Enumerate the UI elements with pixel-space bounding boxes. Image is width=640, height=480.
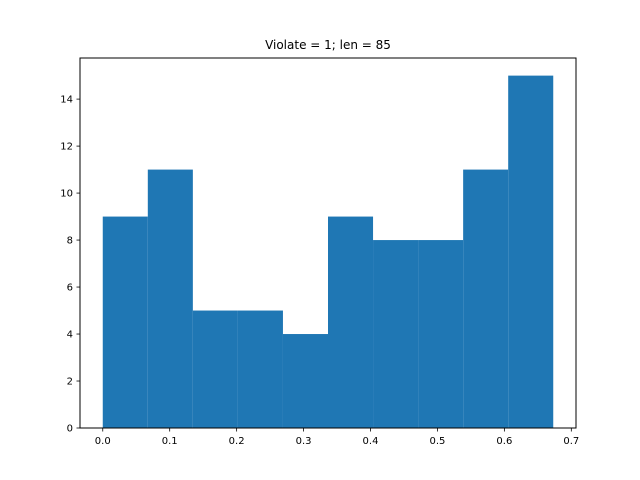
histogram-bar-0 [102,216,148,428]
y-tick-label: 0 [67,424,73,435]
x-tick-label: 0.0 [95,436,111,447]
y-tick-label: 2 [67,377,73,388]
y-tick-label: 8 [67,236,73,247]
y-axis: 0 2 4 6 8 10 12 14 [60,95,80,435]
y-tick-label: 12 [60,142,73,153]
histogram-bar-3 [237,310,283,428]
bars-group [102,75,554,429]
histogram-bar-4 [282,334,328,428]
x-tick-label: 0.2 [229,436,245,447]
histogram-bar-8 [463,169,509,429]
x-tick-label: 0.7 [563,436,579,447]
histogram-bar-5 [328,216,374,428]
x-axis: 0.0 0.1 0.2 0.3 0.4 0.5 0.6 0.7 [95,428,579,447]
histogram-bar-2 [192,310,238,428]
histogram-bar-6 [373,240,419,428]
plot-frame [79,57,577,429]
chart-title: Violate = 1; len = 85 [265,38,391,52]
histogram-bar-1 [147,169,193,429]
x-tick-label: 0.1 [162,436,178,447]
x-tick-label: 0.4 [363,436,379,447]
x-tick-label: 0.5 [429,436,445,447]
histogram-bar-9 [508,75,554,428]
histogram-bar-7 [418,240,464,428]
y-tick-label: 14 [60,95,73,106]
y-tick-label: 10 [60,189,73,200]
y-tick-label: 4 [67,330,73,341]
x-tick-label: 0.6 [496,436,512,447]
y-tick-label: 6 [67,283,73,294]
x-tick-label: 0.3 [296,436,312,447]
